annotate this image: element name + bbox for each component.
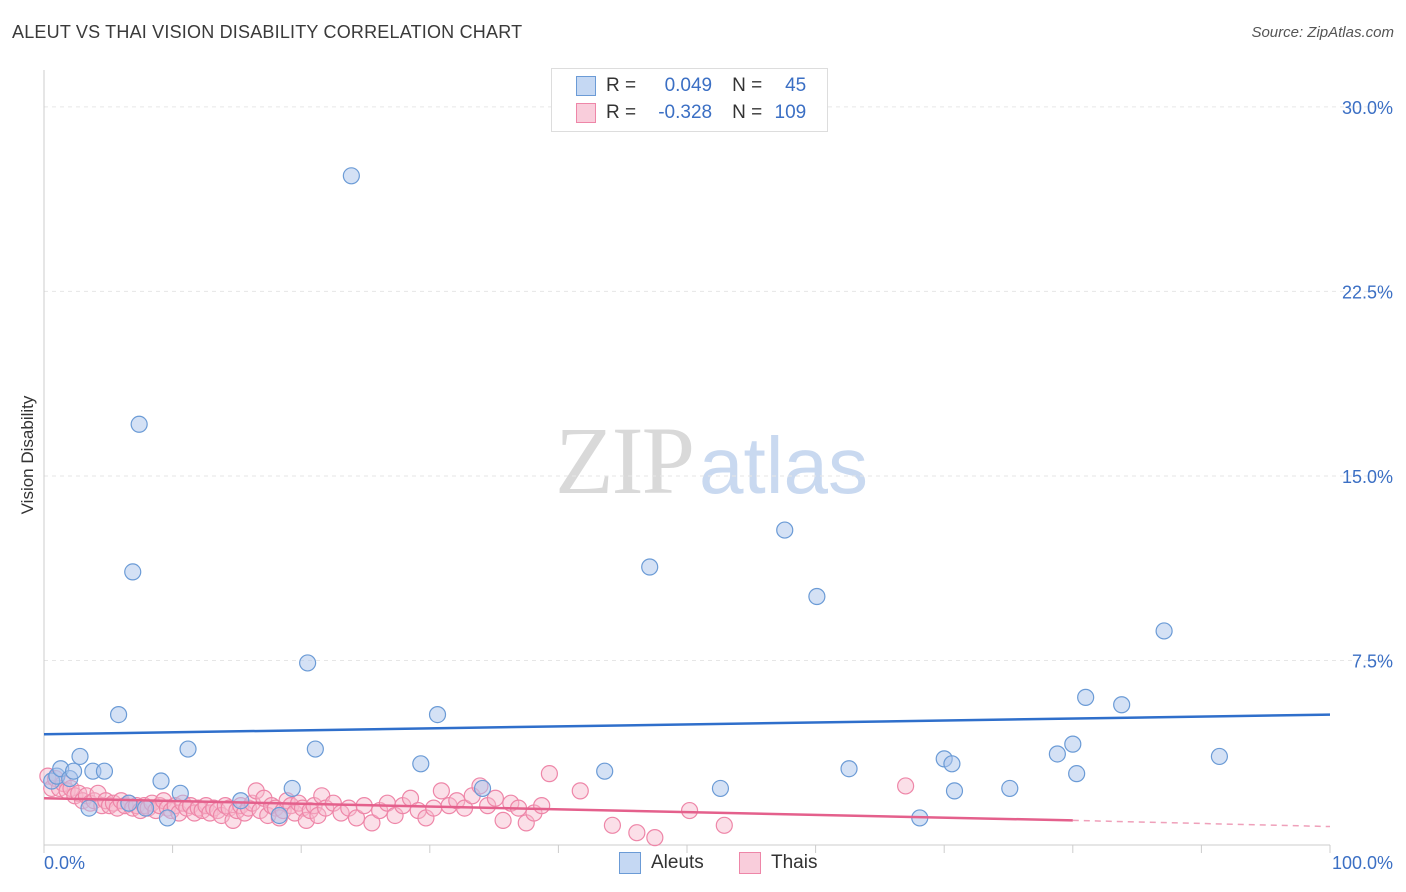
thai-point xyxy=(432,782,450,800)
aleut-point xyxy=(840,760,858,778)
y-tick-label: 15.0% xyxy=(1342,467,1393,487)
r-value-aleuts: 0.049 xyxy=(664,75,713,96)
x-tick-label-min: 0.0% xyxy=(44,853,85,873)
aleut-point xyxy=(124,563,142,581)
source-label: Source: ZipAtlas.com xyxy=(1251,24,1394,41)
aleut-point xyxy=(120,794,138,812)
aleut-point xyxy=(283,779,301,798)
aleut-trend-line xyxy=(43,713,1331,736)
aleut-point xyxy=(711,779,730,798)
thai-trend-line xyxy=(43,797,1073,822)
n-label: N = xyxy=(732,75,763,96)
n-label: N = xyxy=(732,102,763,123)
watermark: ZIPatlas xyxy=(555,405,868,516)
r-value-thais: -0.328 xyxy=(658,102,713,123)
thai-point xyxy=(486,789,504,807)
watermark-atlas: atlas xyxy=(699,421,868,510)
aleut-point xyxy=(299,654,317,672)
thai-point xyxy=(628,824,646,842)
y-tick-label: 7.5% xyxy=(1352,651,1393,671)
thai-point xyxy=(897,777,915,795)
aleut-point xyxy=(412,755,430,773)
aleut-point xyxy=(80,799,98,817)
r-label: R = xyxy=(606,102,637,123)
r-label: R = xyxy=(606,75,637,96)
aleut-point xyxy=(158,809,177,827)
aleut-legend-label: Aleuts xyxy=(651,852,704,873)
aleut-point xyxy=(1113,696,1131,714)
aleut-point xyxy=(776,521,794,539)
aleut-point xyxy=(152,772,170,790)
tick-labels: 7.5% 15.0% 22.5% 30.0% 0.0% 100.0% xyxy=(44,98,1393,873)
aleut-swatch xyxy=(576,76,596,96)
legend-item-aleuts[interactable]: Aleuts xyxy=(619,852,704,874)
legend-row-thais: R = -0.328 N = 109 xyxy=(576,100,806,126)
thai-point xyxy=(347,809,366,827)
aleut-legend-swatch xyxy=(619,852,641,874)
aleut-point xyxy=(641,558,659,576)
aleut-point xyxy=(71,747,89,766)
axes xyxy=(43,70,1331,853)
aleut-point xyxy=(306,740,324,758)
aleut-point xyxy=(342,167,360,185)
thai-point xyxy=(603,816,622,834)
aleut-point xyxy=(1001,779,1019,798)
thai-legend-swatch xyxy=(739,852,761,874)
thai-point xyxy=(533,797,551,815)
n-value-thais: 109 xyxy=(774,102,807,123)
trend-lines xyxy=(43,713,1331,828)
aleut-point xyxy=(130,415,148,433)
aleut-points xyxy=(43,167,1229,827)
aleut-point xyxy=(1077,688,1095,706)
aleut-point xyxy=(171,784,189,802)
aleut-point xyxy=(1048,745,1066,763)
aleut-point xyxy=(473,779,492,798)
thai-legend-label: Thais xyxy=(771,852,818,873)
legend-item-thais[interactable]: Thais xyxy=(739,852,817,874)
aleut-point xyxy=(943,755,961,773)
correlation-legend: R = 0.049 N = 45 R = -0.328 N = 109 xyxy=(551,68,828,132)
aleut-point xyxy=(232,792,250,810)
aleut-point xyxy=(95,762,114,780)
chart-title: ALEUT VS THAI VISION DISABILITY CORRELAT… xyxy=(12,22,523,42)
x-tick-label-max: 100.0% xyxy=(1332,853,1393,873)
aleut-point xyxy=(1068,765,1086,783)
thai-point xyxy=(540,765,558,783)
gridlines xyxy=(44,106,1390,661)
aleut-point xyxy=(179,740,197,758)
aleut-point xyxy=(109,706,128,724)
thai-point xyxy=(571,782,589,800)
n-value-aleuts: 45 xyxy=(785,75,807,96)
aleut-point xyxy=(64,762,83,780)
aleut-point xyxy=(136,799,155,817)
thai-point xyxy=(363,814,381,832)
aleut-point xyxy=(945,782,964,800)
thai-point xyxy=(494,811,512,829)
thai-swatch xyxy=(576,103,596,123)
legend-row-aleuts: R = 0.049 N = 45 xyxy=(576,73,806,99)
series-legend: Aleuts Thais xyxy=(0,852,1406,878)
thai-point xyxy=(646,829,664,847)
thai-point xyxy=(715,816,733,834)
y-tick-label: 30.0% xyxy=(1342,98,1393,118)
thai-point xyxy=(680,801,699,820)
thai-trend-extension xyxy=(1072,819,1331,828)
aleut-point xyxy=(1155,622,1173,640)
aleut-point xyxy=(1210,747,1229,766)
aleut-point xyxy=(428,706,447,724)
aleut-point xyxy=(596,762,614,780)
aleut-point xyxy=(808,587,826,606)
aleut-point xyxy=(270,806,288,825)
aleut-point xyxy=(1064,735,1082,753)
y-tick-label: 22.5% xyxy=(1342,282,1393,302)
thai-point xyxy=(425,799,443,817)
watermark-zip: ZIP xyxy=(555,407,695,514)
thai-points xyxy=(39,765,915,847)
